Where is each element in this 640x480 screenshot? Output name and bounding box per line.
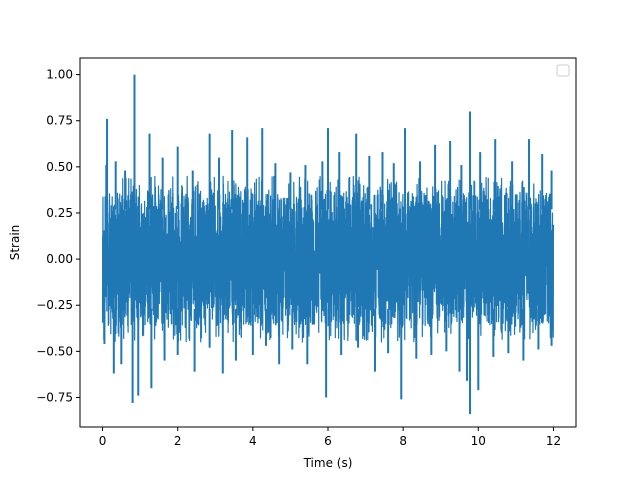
y-tick-label: 1.00: [46, 68, 73, 82]
y-tick-label: 0.75: [46, 114, 73, 128]
x-tick-label: 8: [399, 434, 407, 448]
y-axis-label: Strain: [8, 225, 22, 261]
y-tick-label: −0.25: [36, 298, 73, 312]
series-layer: [101, 74, 555, 415]
y-tick-label: 0.25: [46, 206, 73, 220]
x-tick-label: 6: [324, 434, 332, 448]
x-tick-label: 0: [99, 434, 107, 448]
y-tick-label: −0.50: [36, 344, 73, 358]
series-line: [101, 175, 555, 343]
y-tick-label: 0.00: [46, 252, 73, 266]
x-axis: 0 2 4 6 8 10 12: [99, 427, 561, 448]
y-tick-label: 0.50: [46, 160, 73, 174]
x-axis-label: Time (s): [303, 456, 353, 470]
x-tick-label: 10: [471, 434, 486, 448]
x-tick-label: 2: [174, 434, 182, 448]
x-tick-label: 12: [546, 434, 561, 448]
legend-box[interactable]: [556, 64, 570, 77]
x-tick-label: 4: [249, 434, 257, 448]
y-tick-label: −0.75: [36, 390, 73, 404]
y-axis: −0.75 −0.50 −0.25 0.00 0.25 0.50 0.75 1.00: [36, 68, 80, 404]
